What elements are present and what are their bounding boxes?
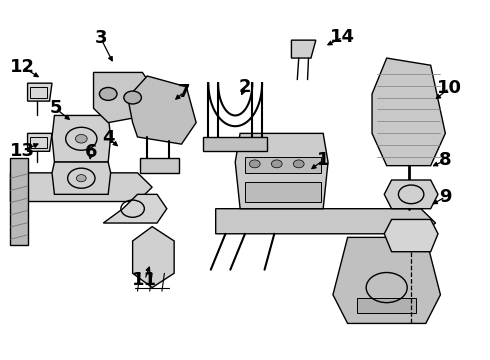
Polygon shape (27, 134, 52, 151)
Text: 12: 12 (10, 58, 35, 76)
Circle shape (271, 160, 282, 168)
Text: 13: 13 (10, 141, 35, 159)
Text: 3: 3 (95, 30, 107, 48)
Polygon shape (103, 194, 167, 223)
Circle shape (249, 160, 260, 168)
Polygon shape (27, 83, 52, 101)
Polygon shape (384, 180, 438, 209)
Polygon shape (10, 158, 27, 244)
Polygon shape (10, 173, 152, 202)
Polygon shape (133, 226, 174, 288)
Polygon shape (333, 237, 441, 323)
Text: 1: 1 (317, 151, 329, 169)
Text: 2: 2 (239, 78, 251, 96)
Text: 9: 9 (439, 188, 452, 206)
Circle shape (75, 134, 87, 143)
Circle shape (124, 91, 142, 104)
Polygon shape (203, 137, 267, 151)
Text: 8: 8 (439, 151, 452, 169)
Circle shape (294, 160, 304, 168)
Bar (245, 182, 321, 202)
Polygon shape (292, 40, 316, 58)
Text: 7: 7 (178, 83, 190, 101)
Polygon shape (140, 158, 179, 173)
Polygon shape (128, 76, 196, 144)
Polygon shape (52, 162, 111, 194)
Polygon shape (52, 116, 111, 162)
Text: 6: 6 (85, 143, 98, 161)
Polygon shape (235, 134, 328, 209)
Polygon shape (216, 209, 436, 234)
Circle shape (76, 175, 86, 182)
Text: 4: 4 (102, 129, 115, 147)
Polygon shape (384, 220, 438, 252)
Text: 14: 14 (330, 28, 355, 46)
Bar (245, 157, 321, 173)
Text: 10: 10 (437, 79, 462, 97)
Polygon shape (94, 72, 157, 123)
Bar (357, 298, 416, 313)
Circle shape (99, 87, 117, 100)
Text: 11: 11 (132, 271, 157, 289)
Polygon shape (372, 58, 445, 166)
Text: 5: 5 (49, 99, 62, 117)
